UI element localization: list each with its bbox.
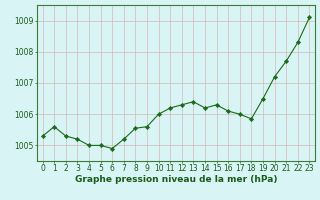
X-axis label: Graphe pression niveau de la mer (hPa): Graphe pression niveau de la mer (hPa) bbox=[75, 175, 277, 184]
